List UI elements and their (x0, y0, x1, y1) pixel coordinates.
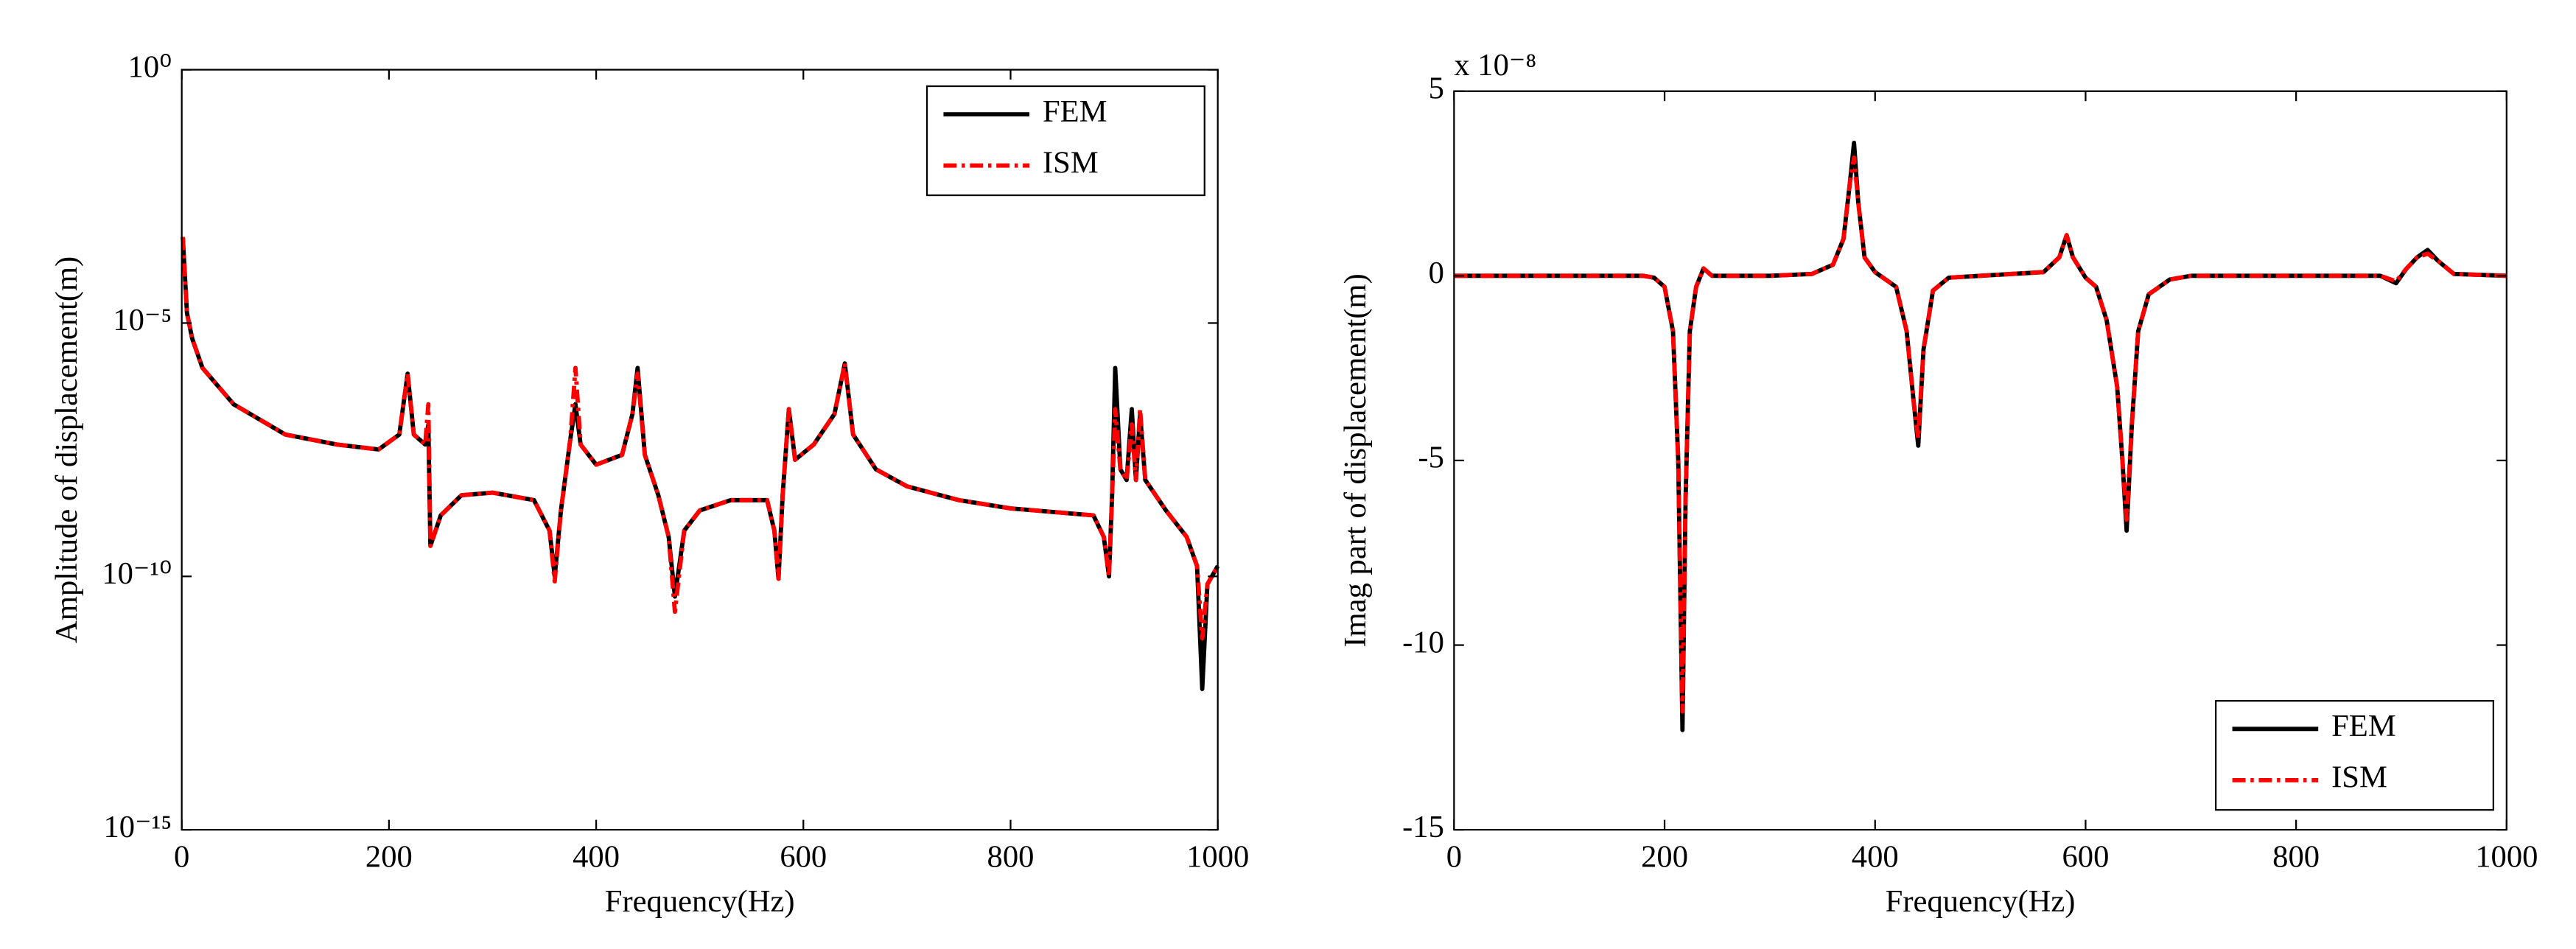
x-tick-label: 600 (2062, 839, 2109, 874)
legend-label: FEM (1043, 94, 1107, 129)
y-tick-label: 10⁰ (128, 49, 172, 84)
y-tick-label: -5 (1418, 441, 1443, 475)
y-tick-label: 0 (1429, 256, 1444, 290)
data-line (1454, 155, 2507, 714)
data-line (181, 237, 1220, 691)
axis-multiplier: x 10⁻⁸ (1454, 48, 1536, 83)
x-tick-label: 600 (780, 839, 827, 874)
y-axis-label: Amplitude of displacement(m) (49, 256, 84, 643)
x-tick-label: 400 (1852, 839, 1899, 874)
plot-frame (181, 69, 1219, 831)
y-axis-label: Imag part of displacement(m) (1338, 273, 1373, 647)
y-tick-label: 10⁻⁵ (113, 303, 172, 337)
x-axis-label: Frequency(Hz) (605, 884, 795, 919)
x-tick-label: 0 (1446, 839, 1462, 874)
data-line (1454, 141, 2507, 732)
x-tick-label: 400 (573, 839, 620, 874)
y-tick-label: 10⁻¹⁰ (102, 556, 172, 591)
legend-label: ISM (1043, 145, 1099, 180)
y-tick-label: -10 (1402, 625, 1444, 659)
x-tick-label: 200 (365, 839, 413, 874)
x-tick-label: 0 (174, 839, 189, 874)
x-tick-label: 800 (987, 839, 1035, 874)
x-tick-label: 1000 (2475, 839, 2538, 874)
x-tick-label: 200 (1641, 839, 1688, 874)
legend-label: FEM (2331, 709, 2396, 743)
y-tick-label: 5 (1429, 71, 1444, 106)
x-tick-label: 800 (2272, 839, 2320, 874)
data-line (181, 237, 1220, 641)
legend-label: ISM (2331, 760, 2387, 795)
legend-box (2215, 700, 2494, 811)
y-tick-label: -15 (1402, 810, 1444, 844)
x-axis-label: Frequency(Hz) (1886, 884, 2076, 919)
y-tick-label: 10⁻¹⁵ (104, 810, 172, 844)
legend-box (925, 85, 1205, 197)
x-tick-label: 1000 (1186, 839, 1249, 874)
